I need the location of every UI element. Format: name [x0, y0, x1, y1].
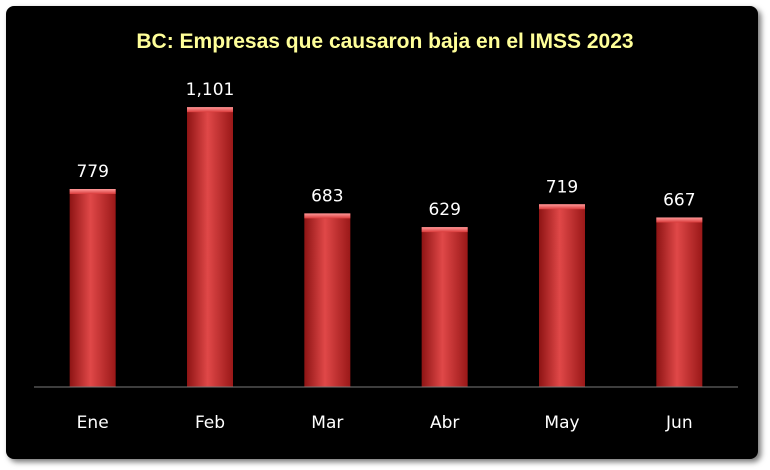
bar-cap-feb	[187, 107, 233, 113]
x-tick-label-ene: Ene	[77, 413, 109, 433]
bar-cap-may	[539, 204, 585, 210]
value-label-mar: 683	[311, 186, 343, 206]
chart-frame	[6, 6, 758, 459]
bar-jun	[656, 217, 703, 387]
bar-feb	[187, 107, 233, 387]
value-label-feb: 1,101	[186, 80, 235, 100]
bars-group	[69, 107, 703, 387]
bar-ene	[69, 189, 116, 387]
bar-mar	[304, 213, 351, 387]
bar-cap-jun	[656, 217, 703, 223]
x-tick-label-feb: Feb	[195, 413, 225, 433]
x-tick-label-may: May	[544, 413, 579, 433]
value-label-ene: 779	[76, 162, 108, 182]
value-label-may: 719	[546, 177, 578, 197]
bar-abr	[421, 227, 468, 387]
value-label-jun: 667	[663, 190, 695, 210]
bar-cap-abr	[421, 227, 468, 233]
x-tick-label-mar: Mar	[311, 413, 343, 433]
bar-may	[539, 204, 585, 387]
labels-group: 779 Ene 1,101 Feb 683 Mar 629 Abr 719 May 667 Jun	[76, 80, 695, 433]
x-tick-label-abr: Abr	[430, 413, 459, 433]
chart-title: BC: Empresas que causaron baja en el IMS…	[136, 30, 633, 53]
value-label-abr: 629	[428, 200, 460, 220]
x-tick-label-jun: Jun	[665, 413, 693, 433]
bar-cap-ene	[69, 189, 116, 195]
bar-cap-mar	[304, 213, 351, 219]
